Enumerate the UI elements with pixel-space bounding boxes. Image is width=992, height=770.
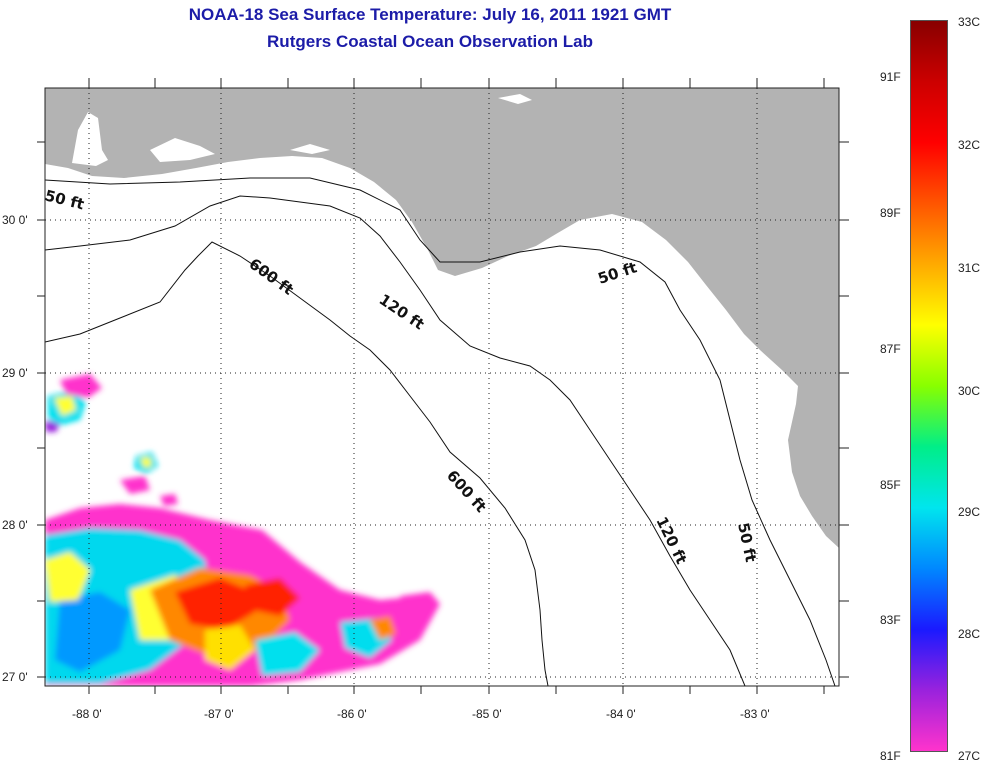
map-subtitle: Rutgers Coastal Ocean Observation Lab xyxy=(267,32,593,51)
contour-50ft xyxy=(45,177,836,686)
lon-label-84: -84 0' xyxy=(606,707,636,721)
map-title: NOAA-18 Sea Surface Temperature: July 16… xyxy=(188,5,672,24)
contour-label-600-north: 600 ft xyxy=(246,255,297,299)
cb-celsius-33: 33C xyxy=(958,15,981,29)
cb-fahrenheit-81: 81F xyxy=(880,749,901,763)
lat-label-29: 29 0' xyxy=(2,366,28,380)
land-mass xyxy=(45,88,839,548)
isobaths xyxy=(45,177,836,686)
map-frame xyxy=(44,87,840,687)
cb-celsius-32: 32C xyxy=(958,138,981,152)
contour-120ft xyxy=(45,195,746,686)
lon-label-85: -85 0' xyxy=(472,707,502,721)
contour-label-50-west: 50 ft xyxy=(43,186,86,213)
cb-celsius-29: 29C xyxy=(958,505,981,519)
temperature-colorbar xyxy=(910,20,948,752)
lat-label-30: 30 0' xyxy=(2,213,28,227)
cb-celsius-28: 28C xyxy=(958,627,981,641)
lon-label-86: -86 0' xyxy=(337,707,367,721)
lon-label-83: -83 0' xyxy=(740,707,770,721)
contour-600ft xyxy=(45,241,549,686)
lon-label-88: -88 0' xyxy=(72,707,102,721)
cb-fahrenheit-83: 83F xyxy=(880,613,901,627)
cb-fahrenheit-91: 91F xyxy=(880,70,901,84)
lat-label-28: 28 0' xyxy=(2,518,28,532)
cb-fahrenheit-87: 87F xyxy=(880,342,901,356)
cb-fahrenheit-85: 85F xyxy=(880,478,901,492)
cb-celsius-27: 27C xyxy=(958,749,981,763)
contour-label-120-south: 120 ft xyxy=(652,514,690,567)
lon-label-87: -87 0' xyxy=(204,707,234,721)
contour-label-50-east: 50 ft xyxy=(596,258,639,287)
cb-fahrenheit-89: 89F xyxy=(880,206,901,220)
cb-celsius-31: 31C xyxy=(958,261,981,275)
contour-label-600-south: 600 ft xyxy=(443,467,490,516)
bay xyxy=(72,112,108,166)
contour-label-120-north: 120 ft xyxy=(376,290,428,333)
cb-celsius-30: 30C xyxy=(958,384,981,398)
contour-label-50-south: 50 ft xyxy=(734,521,760,564)
lat-label-27: 27 0' xyxy=(2,670,28,684)
sst-data xyxy=(45,374,440,686)
frame-ticks xyxy=(37,78,849,694)
